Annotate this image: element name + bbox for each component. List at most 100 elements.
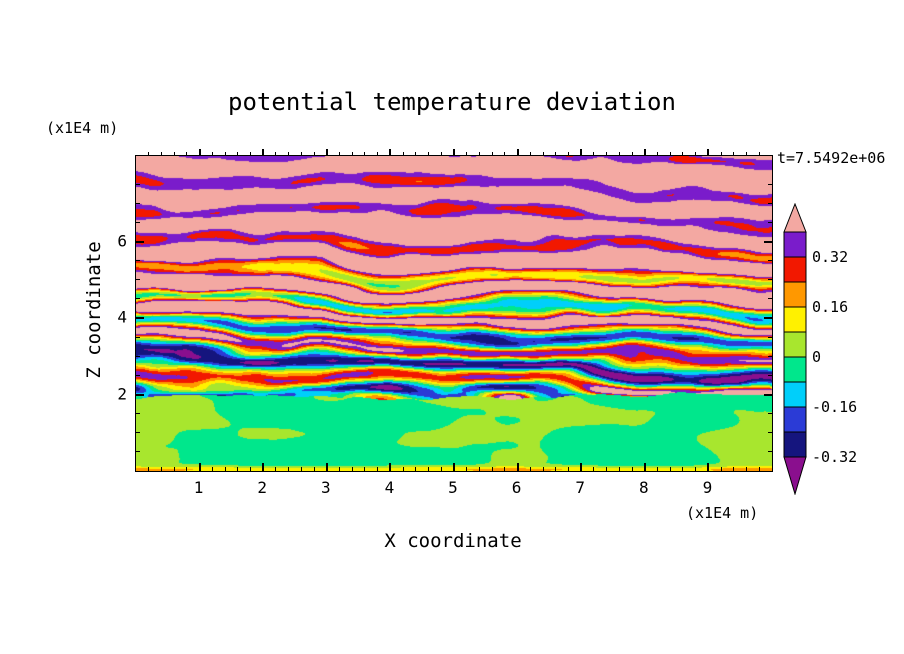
tick-mark xyxy=(682,152,684,155)
tick-mark xyxy=(211,467,213,471)
tick-mark xyxy=(529,467,531,471)
colorbar-top-arrow xyxy=(783,203,807,233)
colorbar-label: 0.32 xyxy=(812,248,849,266)
tick-mark xyxy=(440,152,442,155)
tick-mark xyxy=(377,467,379,471)
z-tick-label: 6 xyxy=(117,231,127,251)
tick-mark xyxy=(682,467,684,471)
tick-mark xyxy=(351,152,353,155)
tick-mark xyxy=(720,152,722,155)
tick-mark xyxy=(542,152,544,155)
tick-mark xyxy=(580,149,583,155)
tick-mark xyxy=(136,279,140,281)
tick-mark xyxy=(542,467,544,471)
tick-mark xyxy=(173,152,175,155)
tick-mark xyxy=(768,260,772,262)
tick-mark xyxy=(504,152,506,155)
tick-mark xyxy=(529,152,531,155)
tick-mark xyxy=(758,467,760,471)
z-tick-label: 2 xyxy=(117,384,127,404)
tick-mark xyxy=(325,149,328,155)
tick-mark xyxy=(466,152,468,155)
tick-mark xyxy=(768,451,772,453)
tick-mark xyxy=(224,467,226,471)
tick-mark xyxy=(707,463,710,471)
tick-mark xyxy=(136,451,140,453)
tick-mark xyxy=(593,152,595,155)
tick-mark xyxy=(618,152,620,155)
plot-title: potential temperature deviation xyxy=(228,88,676,116)
x-tick-label: 2 xyxy=(257,478,268,497)
tick-mark xyxy=(300,152,302,155)
colorbar-band xyxy=(783,256,807,283)
tick-mark xyxy=(136,374,140,376)
tick-mark xyxy=(764,393,772,396)
tick-mark xyxy=(275,467,277,471)
tick-mark xyxy=(275,152,277,155)
tick-mark xyxy=(186,467,188,471)
tick-mark xyxy=(249,467,251,471)
tick-mark xyxy=(377,152,379,155)
tick-mark xyxy=(768,432,772,434)
colorbar-band xyxy=(783,406,807,433)
tick-mark xyxy=(160,467,162,471)
tick-mark xyxy=(669,152,671,155)
tick-mark xyxy=(606,152,608,155)
tick-mark xyxy=(136,202,140,204)
tick-mark xyxy=(325,463,328,471)
tick-mark xyxy=(288,152,290,155)
tick-mark xyxy=(707,149,710,155)
tick-mark xyxy=(262,463,265,471)
tick-mark xyxy=(768,355,772,357)
tick-mark xyxy=(695,467,697,471)
tick-mark xyxy=(136,336,140,338)
tick-mark xyxy=(746,152,748,155)
tick-mark xyxy=(593,467,595,471)
tick-mark xyxy=(237,152,239,155)
tick-mark xyxy=(768,413,772,415)
plot-area xyxy=(135,149,773,472)
tick-mark xyxy=(768,298,772,300)
tick-mark xyxy=(516,463,519,471)
tick-mark xyxy=(567,467,569,471)
tick-mark xyxy=(136,355,140,357)
tick-mark xyxy=(288,467,290,471)
tick-mark xyxy=(695,152,697,155)
x-tick-label: 4 xyxy=(384,478,395,497)
tick-mark xyxy=(764,317,772,320)
tick-mark xyxy=(428,152,430,155)
tick-mark xyxy=(618,467,620,471)
tick-mark xyxy=(440,467,442,471)
tick-mark xyxy=(768,202,772,204)
tick-mark xyxy=(657,467,659,471)
colorbar-label: 0 xyxy=(812,348,822,366)
tick-mark xyxy=(453,149,455,155)
tick-mark xyxy=(555,467,557,471)
tick-mark xyxy=(567,152,569,155)
tick-mark xyxy=(136,240,144,243)
colorbar-label: 0.16 xyxy=(812,298,849,316)
tick-mark xyxy=(768,183,772,185)
tick-mark xyxy=(768,222,772,224)
tick-mark xyxy=(415,152,417,155)
tick-mark xyxy=(136,432,140,434)
tick-mark xyxy=(136,317,144,320)
tick-mark xyxy=(313,467,315,471)
tick-mark xyxy=(148,152,150,155)
tick-mark xyxy=(237,467,239,471)
tick-mark xyxy=(478,467,480,471)
tick-mark xyxy=(466,467,468,471)
colorbar-band xyxy=(783,431,807,458)
tick-mark xyxy=(173,467,175,471)
x-tick-label: 1 xyxy=(193,478,204,497)
x-tick-label: 3 xyxy=(320,478,331,497)
tick-mark xyxy=(768,336,772,338)
tick-mark xyxy=(504,467,506,471)
tick-mark xyxy=(402,467,404,471)
tick-mark xyxy=(339,467,341,471)
colorbar-band xyxy=(783,381,807,408)
colorbar-label: -0.32 xyxy=(812,448,858,466)
tick-mark xyxy=(136,393,144,396)
tick-mark xyxy=(733,152,735,155)
tick-mark xyxy=(136,298,140,300)
